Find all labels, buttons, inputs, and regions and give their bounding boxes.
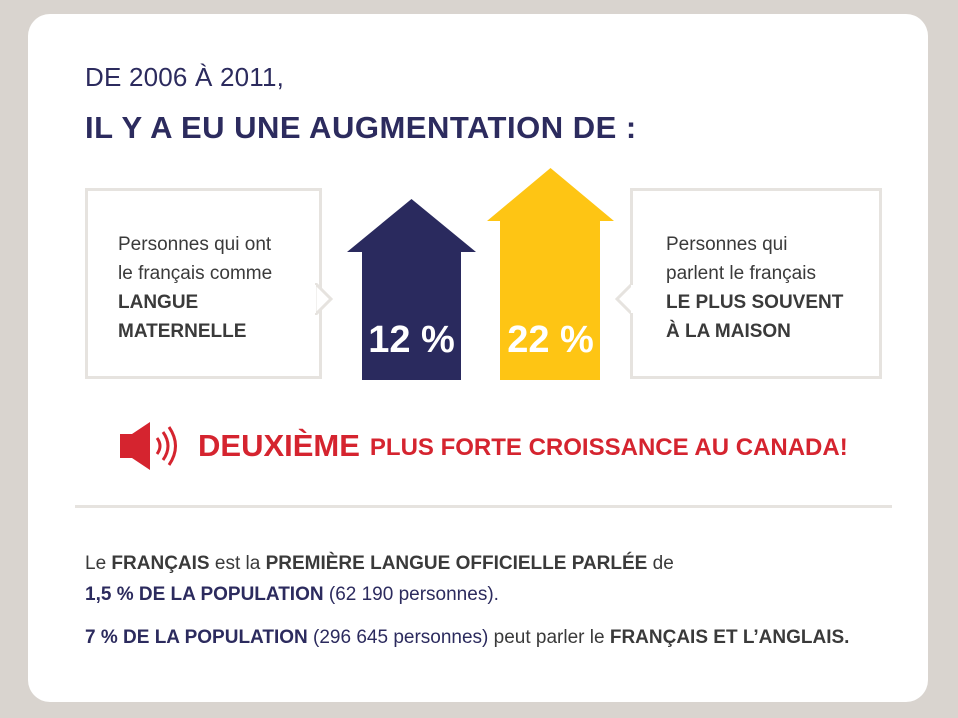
callout-strong: À LA MAISON [666, 321, 791, 342]
fact-strong: PREMIÈRE LANGUE OFFICIELLE PARLÉE [265, 553, 648, 574]
speaker-icon [120, 422, 177, 470]
fact-population-share: 1,5 % DE LA POPULATION (62 190 personnes… [85, 584, 499, 606]
callout-home-language: Personnes qui parlent le français LE PLU… [630, 188, 882, 379]
callout-line: le français comme [118, 263, 273, 284]
arrow-mother-tongue: 12 % [347, 199, 476, 380]
fact-text: Le [85, 553, 112, 574]
callout-strong: LE PLUS SOUVENT [666, 292, 844, 313]
fact-text: (62 190 personnes). [323, 584, 499, 605]
callout-strong: MATERNELLE [118, 321, 247, 342]
up-arrow-icon [347, 199, 476, 380]
fact-text: (296 645 personnes) [307, 627, 489, 648]
fact-text: peut parler le [488, 627, 610, 648]
callout-pointer-right [315, 283, 333, 315]
fact-first-language: Le FRANÇAIS est la PREMIÈRE LANGUE OFFIC… [85, 553, 674, 575]
callout-pointer-left [615, 283, 633, 315]
arrow-home-language: 22 % [487, 168, 614, 380]
notice-rank: DEUXIÈME [198, 428, 360, 463]
fact-strong: 7 % DE LA POPULATION [85, 627, 308, 648]
arrow-value: 22 % [507, 319, 594, 361]
callout-line: Personnes qui ont [118, 234, 272, 255]
callout-line: Personnes qui [666, 234, 788, 255]
arrow-value: 12 % [368, 319, 455, 361]
callout-mother-tongue-text: Personnes qui ont le français comme LANG… [118, 230, 272, 346]
fact-strong: FRANÇAIS [111, 553, 210, 574]
heading-title: IL Y A EU UNE AUGMENTATION DE : [85, 110, 637, 145]
divider [75, 505, 892, 508]
callout-strong: LANGUE [118, 292, 199, 313]
callout-line: parlent le français [666, 263, 816, 284]
growth-notice: DEUXIÈME PLUS FORTE CROISSANCE AU CANADA… [120, 420, 848, 472]
fact-text: est la [209, 553, 266, 574]
notice-text: PLUS FORTE CROISSANCE AU CANADA! [369, 434, 848, 461]
up-arrow-icon [487, 168, 614, 380]
heading-period: DE 2006 À 2011, [85, 62, 285, 92]
callout-mother-tongue: Personnes qui ont le français comme LANG… [85, 188, 322, 379]
fact-strong: FRANÇAIS ET L’ANGLAIS. [609, 627, 850, 648]
fact-bilingual: 7 % DE LA POPULATION (296 645 personnes)… [85, 627, 849, 649]
fact-text: de [647, 553, 674, 574]
fact-strong: 1,5 % DE LA POPULATION [85, 584, 324, 605]
callout-home-language-text: Personnes qui parlent le français LE PLU… [666, 230, 843, 346]
